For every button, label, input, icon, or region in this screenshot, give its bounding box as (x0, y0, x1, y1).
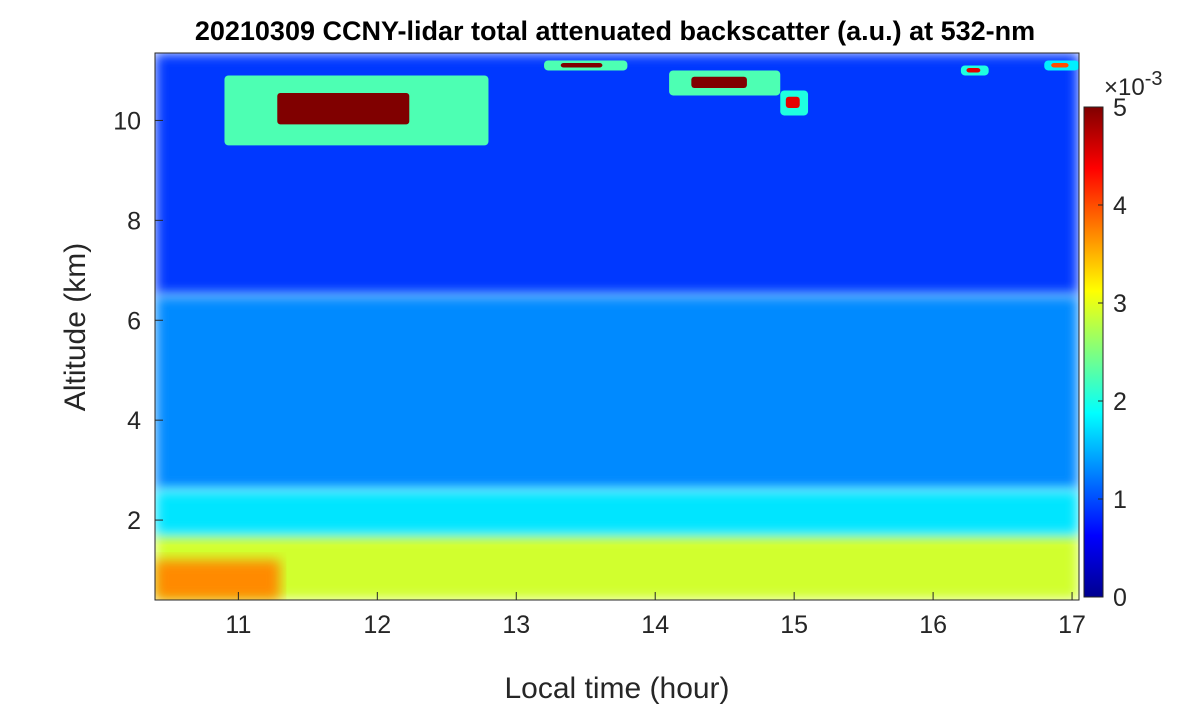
plot-frame (154, 52, 1080, 601)
x-axis-label: Local time (hour) (504, 672, 729, 705)
heatmap-layer (155, 295, 1079, 491)
x-tick-label: 15 (780, 611, 808, 639)
colorbar-tick-label: 3 (1113, 290, 1127, 318)
x-tick-label: 14 (641, 611, 669, 639)
x-tick-label: 11 (225, 611, 251, 639)
heatmap-layer (155, 490, 1079, 536)
heatmap-layer (155, 535, 1079, 600)
colorbar-multiplier-exponent: -3 (1145, 68, 1163, 90)
colorbar-ticks: 0 1 2 3 4 5 (1098, 94, 1127, 612)
cloud-feature (560, 62, 603, 68)
cloud-features (224, 60, 1079, 146)
y-tick-label: 4 (127, 407, 141, 435)
cloud-feature (966, 67, 981, 73)
y-tick-label: 8 (127, 207, 141, 235)
x-axis: 11 12 13 14 15 16 17 (225, 592, 1086, 639)
x-tick-label: 17 (1058, 611, 1086, 639)
colorbar-multiplier-base: ×10 (1104, 74, 1145, 101)
x-tick-label: 12 (363, 611, 391, 639)
cloud-feature (785, 96, 800, 108)
colorbar-tick-label: 5 (1113, 94, 1127, 122)
colorbar: 0 1 2 3 4 5 ×10-3 (1083, 68, 1163, 612)
colorbar-tick-label: 0 (1113, 584, 1127, 612)
cloud-feature (277, 92, 410, 125)
heatmap-plot-area (155, 53, 1079, 600)
chart-title: 20210309 CCNY-lidar total attenuated bac… (195, 16, 1035, 46)
x-tick-label: 13 (502, 611, 530, 639)
colorbar-multiplier: ×10-3 (1104, 68, 1163, 101)
y-axis-label: Altitude (km) (59, 243, 92, 411)
colorbar-tick-label: 2 (1113, 388, 1127, 416)
y-tick-label: 10 (113, 107, 141, 135)
cloud-feature (1051, 62, 1069, 68)
cloud-feature (691, 76, 747, 88)
colorbar-tick-label: 1 (1113, 486, 1127, 514)
y-axis: 2 4 6 8 10 (113, 107, 163, 535)
y-tick-label: 2 (127, 507, 141, 535)
colorbar-scale (1083, 106, 1104, 598)
y-tick-label: 6 (127, 307, 141, 335)
backscatter-layers (155, 53, 1079, 600)
heatmap-layer (155, 560, 281, 600)
colorbar-tick-label: 4 (1113, 192, 1127, 220)
x-tick-label: 16 (919, 611, 947, 639)
